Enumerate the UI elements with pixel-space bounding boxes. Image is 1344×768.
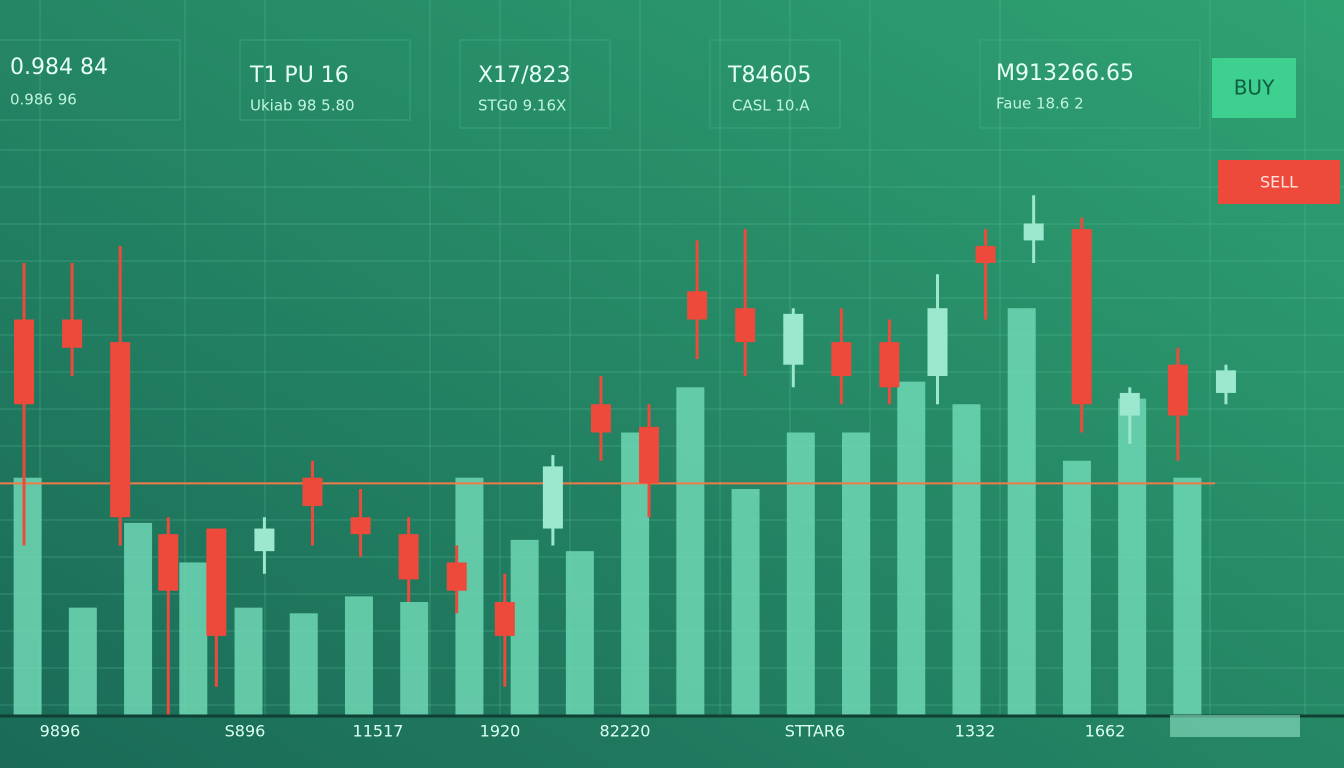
header-boxes [0,39,1201,129]
box-subtitle: STG0 9.16X [478,97,566,115]
candle-body [975,246,996,263]
candle-body [62,319,83,348]
volume-bar [1118,398,1147,715]
volume-bar [897,381,926,715]
buy-button[interactable] [1212,58,1296,118]
volume-bar [1062,460,1091,715]
candle-body [831,342,852,376]
candle-body [542,466,563,529]
box-subtitle: CASL 10.A [732,97,810,115]
volume-bar [842,432,871,715]
box-subtitle: Faue 18.6 2 [996,95,1084,113]
candle-body [783,313,804,365]
candle-body [927,308,948,376]
footer-label: 11517 [353,722,404,741]
candle-body [398,534,419,580]
candle-body [1023,223,1044,241]
candle-body [206,528,227,636]
volume-bar [124,522,153,715]
volume-bar [731,489,760,715]
box-title: T1 PU 16 [249,63,349,88]
plot [0,195,1236,715]
candle-body [687,291,708,320]
volume-bar [344,596,373,715]
candle-body [590,404,611,433]
footer-label: 1920 [480,722,521,741]
candle-body [735,308,756,343]
volume-bar [455,477,484,715]
sell-label[interactable]: SELL [1260,173,1298,192]
candle-body [1167,364,1188,416]
candle-body [110,342,131,518]
footer-label: STTAR6 [785,722,845,741]
candle-body [879,342,900,388]
volume-bar [786,432,815,715]
candle-body [158,534,179,591]
box-subtitle: 0.986 96 [10,91,77,109]
volume-bar [510,539,539,715]
footer-label: 1662 [1085,722,1126,741]
footer-label: S896 [225,722,266,741]
box-title: M913266.65 [996,61,1134,86]
box-subtitle: Ukiab 98 5.80 [250,97,355,115]
candle-body [350,517,371,535]
volume-bar [952,404,981,715]
volume-bar [13,477,42,715]
sell-button[interactable] [1218,160,1340,204]
candle-body [446,562,467,591]
candle-body [1071,229,1092,405]
volume-bar [179,562,208,715]
volume-bar [1173,477,1202,715]
box-title: 0.984 84 [10,55,108,80]
candle-body [254,528,275,552]
buy-label[interactable]: BUY [1234,76,1275,100]
footer-label: 1332 [955,722,996,741]
volume-bar [565,551,594,715]
candle-body [302,477,323,506]
candle-body [494,602,515,636]
candle-body [1215,370,1236,393]
candle-body [639,426,660,484]
box-title: X17/823 [478,63,570,88]
volume-bar [289,613,318,715]
candle-body [1119,392,1140,416]
candle-body [14,319,35,405]
footer-label: 9896 [40,722,81,741]
volume-bar [1007,308,1036,715]
footer-box [1170,715,1300,737]
volume-bar [676,387,705,715]
footer-label: 82220 [600,722,651,741]
box-title: T84605 [727,63,811,88]
volume-bar [234,607,263,715]
volume-bar [68,607,97,715]
volume-bar [400,602,429,715]
